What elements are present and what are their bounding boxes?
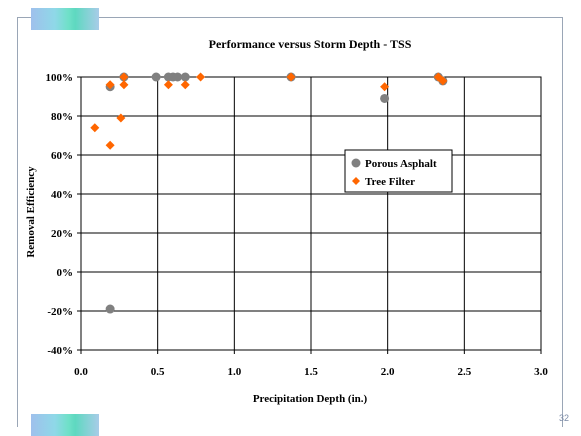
point-tree-filter (180, 80, 190, 90)
legend-box (344, 149, 453, 193)
logo-bar-bottom (31, 414, 99, 436)
legend-label-porous-asphalt: Porous Asphalt (365, 158, 437, 170)
y-tick-label: 80% (51, 111, 73, 123)
point-porous-asphalt (151, 72, 161, 82)
x-tick-label: 1.5 (304, 366, 318, 378)
y-tick-label: 20% (51, 228, 73, 240)
y-tick-label: 60% (51, 150, 73, 162)
chart-title: Performance versus Storm Depth - TSS (209, 37, 412, 51)
chart-legend: Porous Asphalt Tree Filter (344, 149, 453, 193)
point-tree-filter (116, 113, 126, 123)
point-tree-filter (196, 72, 206, 82)
data-points (90, 72, 448, 314)
y-tick-label: -40% (47, 345, 73, 357)
point-tree-filter (105, 140, 115, 150)
point-porous-asphalt (105, 304, 115, 314)
x-tick-label: 2.0 (381, 366, 395, 378)
x-tick-label: 0.0 (74, 366, 88, 378)
point-tree-filter (119, 72, 129, 82)
point-tree-filter (119, 80, 129, 90)
x-tick-label: 3.0 (534, 366, 548, 378)
legend-marker-tree-filter (352, 177, 360, 185)
point-tree-filter (438, 76, 448, 86)
y-tick-label: 100% (46, 72, 74, 84)
legend-marker-porous-asphalt (351, 158, 361, 168)
y-axis-label: Removal Efficiency (25, 166, 37, 258)
point-tree-filter (90, 123, 100, 133)
y-tick-label: -20% (47, 306, 73, 318)
point-tree-filter (105, 80, 115, 90)
axis-ticks: 100% 80% 60% 40% 20% 0% -20% -40%0.0 0.5 1.0 1.5 2.… (46, 72, 549, 378)
slide-border (17, 17, 563, 427)
logo-bar-top (31, 8, 99, 30)
x-axis-label: Precipitation Depth (in.) (253, 393, 368, 405)
x-tick-label: 0.5 (151, 366, 165, 378)
x-tick-label: 1.0 (227, 366, 241, 378)
point-tree-filter (286, 72, 296, 82)
point-porous-asphalt (380, 93, 390, 103)
slide-number: 32 (558, 413, 569, 423)
point-porous-asphalt (173, 72, 183, 82)
x-tick-label: 2.5 (457, 366, 471, 378)
legend-label-tree-filter: Tree Filter (365, 176, 415, 188)
y-tick-label: 40% (51, 189, 73, 201)
point-tree-filter (380, 82, 390, 92)
point-tree-filter (163, 80, 173, 90)
point-porous-asphalt (180, 72, 190, 82)
gridlines (80, 76, 542, 351)
y-tick-label: 0% (57, 267, 74, 279)
